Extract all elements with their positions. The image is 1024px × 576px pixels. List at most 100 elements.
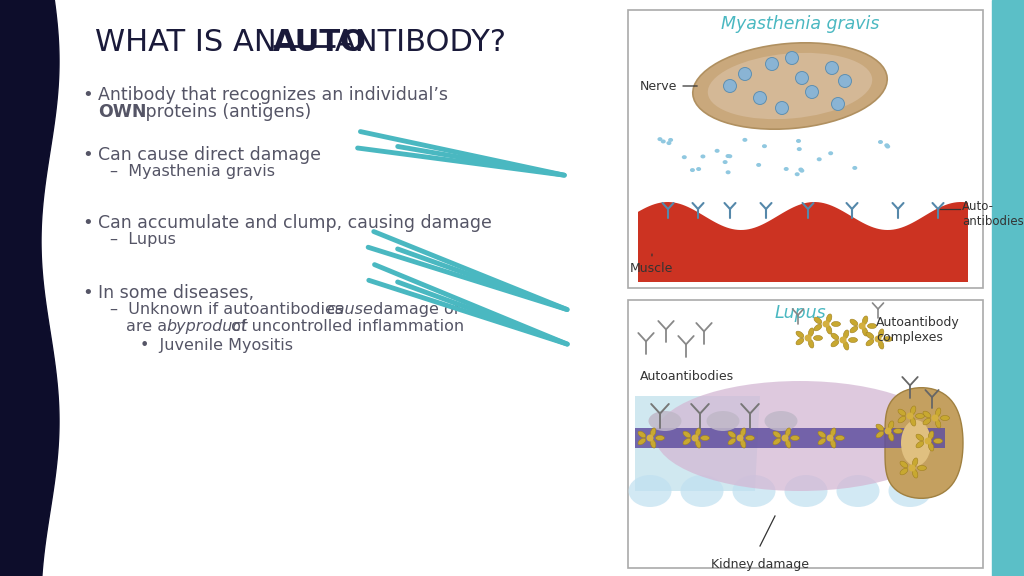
Ellipse shape [784, 475, 827, 507]
Ellipse shape [813, 335, 822, 340]
Text: •: • [82, 146, 93, 164]
Ellipse shape [929, 431, 934, 439]
Ellipse shape [727, 154, 732, 158]
Ellipse shape [831, 321, 841, 327]
Ellipse shape [691, 434, 698, 441]
Ellipse shape [814, 324, 822, 331]
Ellipse shape [723, 160, 728, 164]
Polygon shape [638, 202, 968, 282]
Text: Can accumulate and clump, causing damage: Can accumulate and clump, causing damage [98, 214, 492, 232]
Ellipse shape [831, 333, 839, 340]
Ellipse shape [940, 415, 949, 420]
Ellipse shape [934, 438, 942, 444]
Ellipse shape [878, 140, 883, 144]
Text: of uncontrolled inflammation: of uncontrolled inflammation [226, 319, 464, 334]
Ellipse shape [808, 328, 814, 336]
Text: –  Unknown if autoantibodies: – Unknown if autoantibodies [110, 302, 348, 317]
Text: Kidney damage: Kidney damage [711, 558, 809, 571]
Ellipse shape [726, 154, 730, 158]
Ellipse shape [690, 168, 695, 172]
Ellipse shape [728, 431, 736, 438]
Ellipse shape [638, 438, 646, 445]
Ellipse shape [724, 79, 736, 93]
Ellipse shape [912, 469, 918, 478]
Text: Muscle: Muscle [630, 254, 674, 275]
Ellipse shape [700, 154, 706, 158]
Ellipse shape [910, 418, 915, 426]
Ellipse shape [806, 85, 818, 98]
Ellipse shape [683, 438, 691, 445]
Ellipse shape [668, 138, 673, 142]
Ellipse shape [844, 330, 849, 339]
Text: ANTIBODY?: ANTIBODY? [335, 28, 507, 57]
Text: •  Juvenile Myositis: • Juvenile Myositis [140, 338, 293, 353]
Ellipse shape [785, 51, 799, 65]
Ellipse shape [682, 155, 687, 159]
Ellipse shape [876, 431, 884, 438]
Text: –  Myasthenia gravis: – Myasthenia gravis [110, 164, 275, 179]
Ellipse shape [817, 157, 821, 161]
Ellipse shape [808, 339, 814, 348]
Polygon shape [885, 388, 963, 498]
Ellipse shape [754, 92, 767, 104]
Ellipse shape [773, 431, 781, 438]
Text: Myasthenia gravis: Myasthenia gravis [721, 15, 880, 33]
Ellipse shape [791, 435, 800, 441]
Text: Antibody that recognizes an individual’s: Antibody that recognizes an individual’s [98, 86, 449, 104]
FancyBboxPatch shape [628, 300, 983, 568]
Text: OWN: OWN [98, 103, 146, 121]
Ellipse shape [879, 329, 884, 338]
Ellipse shape [736, 434, 743, 441]
Ellipse shape [655, 381, 945, 491]
Ellipse shape [831, 340, 839, 347]
Text: •: • [82, 86, 93, 104]
Ellipse shape [885, 143, 889, 147]
Ellipse shape [889, 421, 894, 430]
Ellipse shape [800, 169, 804, 173]
Ellipse shape [929, 442, 934, 451]
Ellipse shape [916, 441, 924, 448]
Ellipse shape [912, 458, 918, 467]
Text: damage or: damage or [368, 302, 461, 317]
Ellipse shape [650, 439, 655, 448]
Ellipse shape [695, 428, 700, 437]
Ellipse shape [923, 418, 931, 425]
Ellipse shape [837, 475, 880, 507]
Ellipse shape [840, 336, 847, 343]
Text: •: • [82, 214, 93, 232]
Ellipse shape [839, 74, 852, 88]
Ellipse shape [796, 338, 804, 345]
Ellipse shape [775, 101, 788, 115]
Ellipse shape [935, 419, 941, 428]
Ellipse shape [818, 431, 825, 438]
Polygon shape [635, 428, 945, 448]
Ellipse shape [889, 475, 932, 507]
Polygon shape [992, 0, 1024, 576]
Ellipse shape [796, 331, 804, 338]
Ellipse shape [773, 438, 781, 445]
Ellipse shape [681, 475, 724, 507]
Ellipse shape [728, 438, 736, 445]
Ellipse shape [906, 412, 913, 419]
Ellipse shape [783, 167, 788, 171]
Ellipse shape [740, 439, 745, 448]
Ellipse shape [910, 406, 915, 415]
Ellipse shape [828, 151, 834, 156]
Ellipse shape [831, 97, 845, 111]
Ellipse shape [918, 465, 927, 471]
Ellipse shape [876, 424, 884, 431]
Ellipse shape [745, 435, 755, 441]
Ellipse shape [756, 163, 761, 167]
Ellipse shape [700, 435, 710, 441]
Ellipse shape [852, 166, 857, 170]
Ellipse shape [830, 428, 836, 437]
Text: Can cause direct damage: Can cause direct damage [98, 146, 321, 164]
Ellipse shape [732, 475, 775, 507]
Ellipse shape [849, 338, 857, 343]
Ellipse shape [844, 342, 849, 350]
Ellipse shape [648, 411, 682, 431]
Ellipse shape [830, 439, 836, 448]
FancyBboxPatch shape [628, 10, 983, 288]
Ellipse shape [818, 438, 825, 445]
Ellipse shape [785, 428, 791, 437]
